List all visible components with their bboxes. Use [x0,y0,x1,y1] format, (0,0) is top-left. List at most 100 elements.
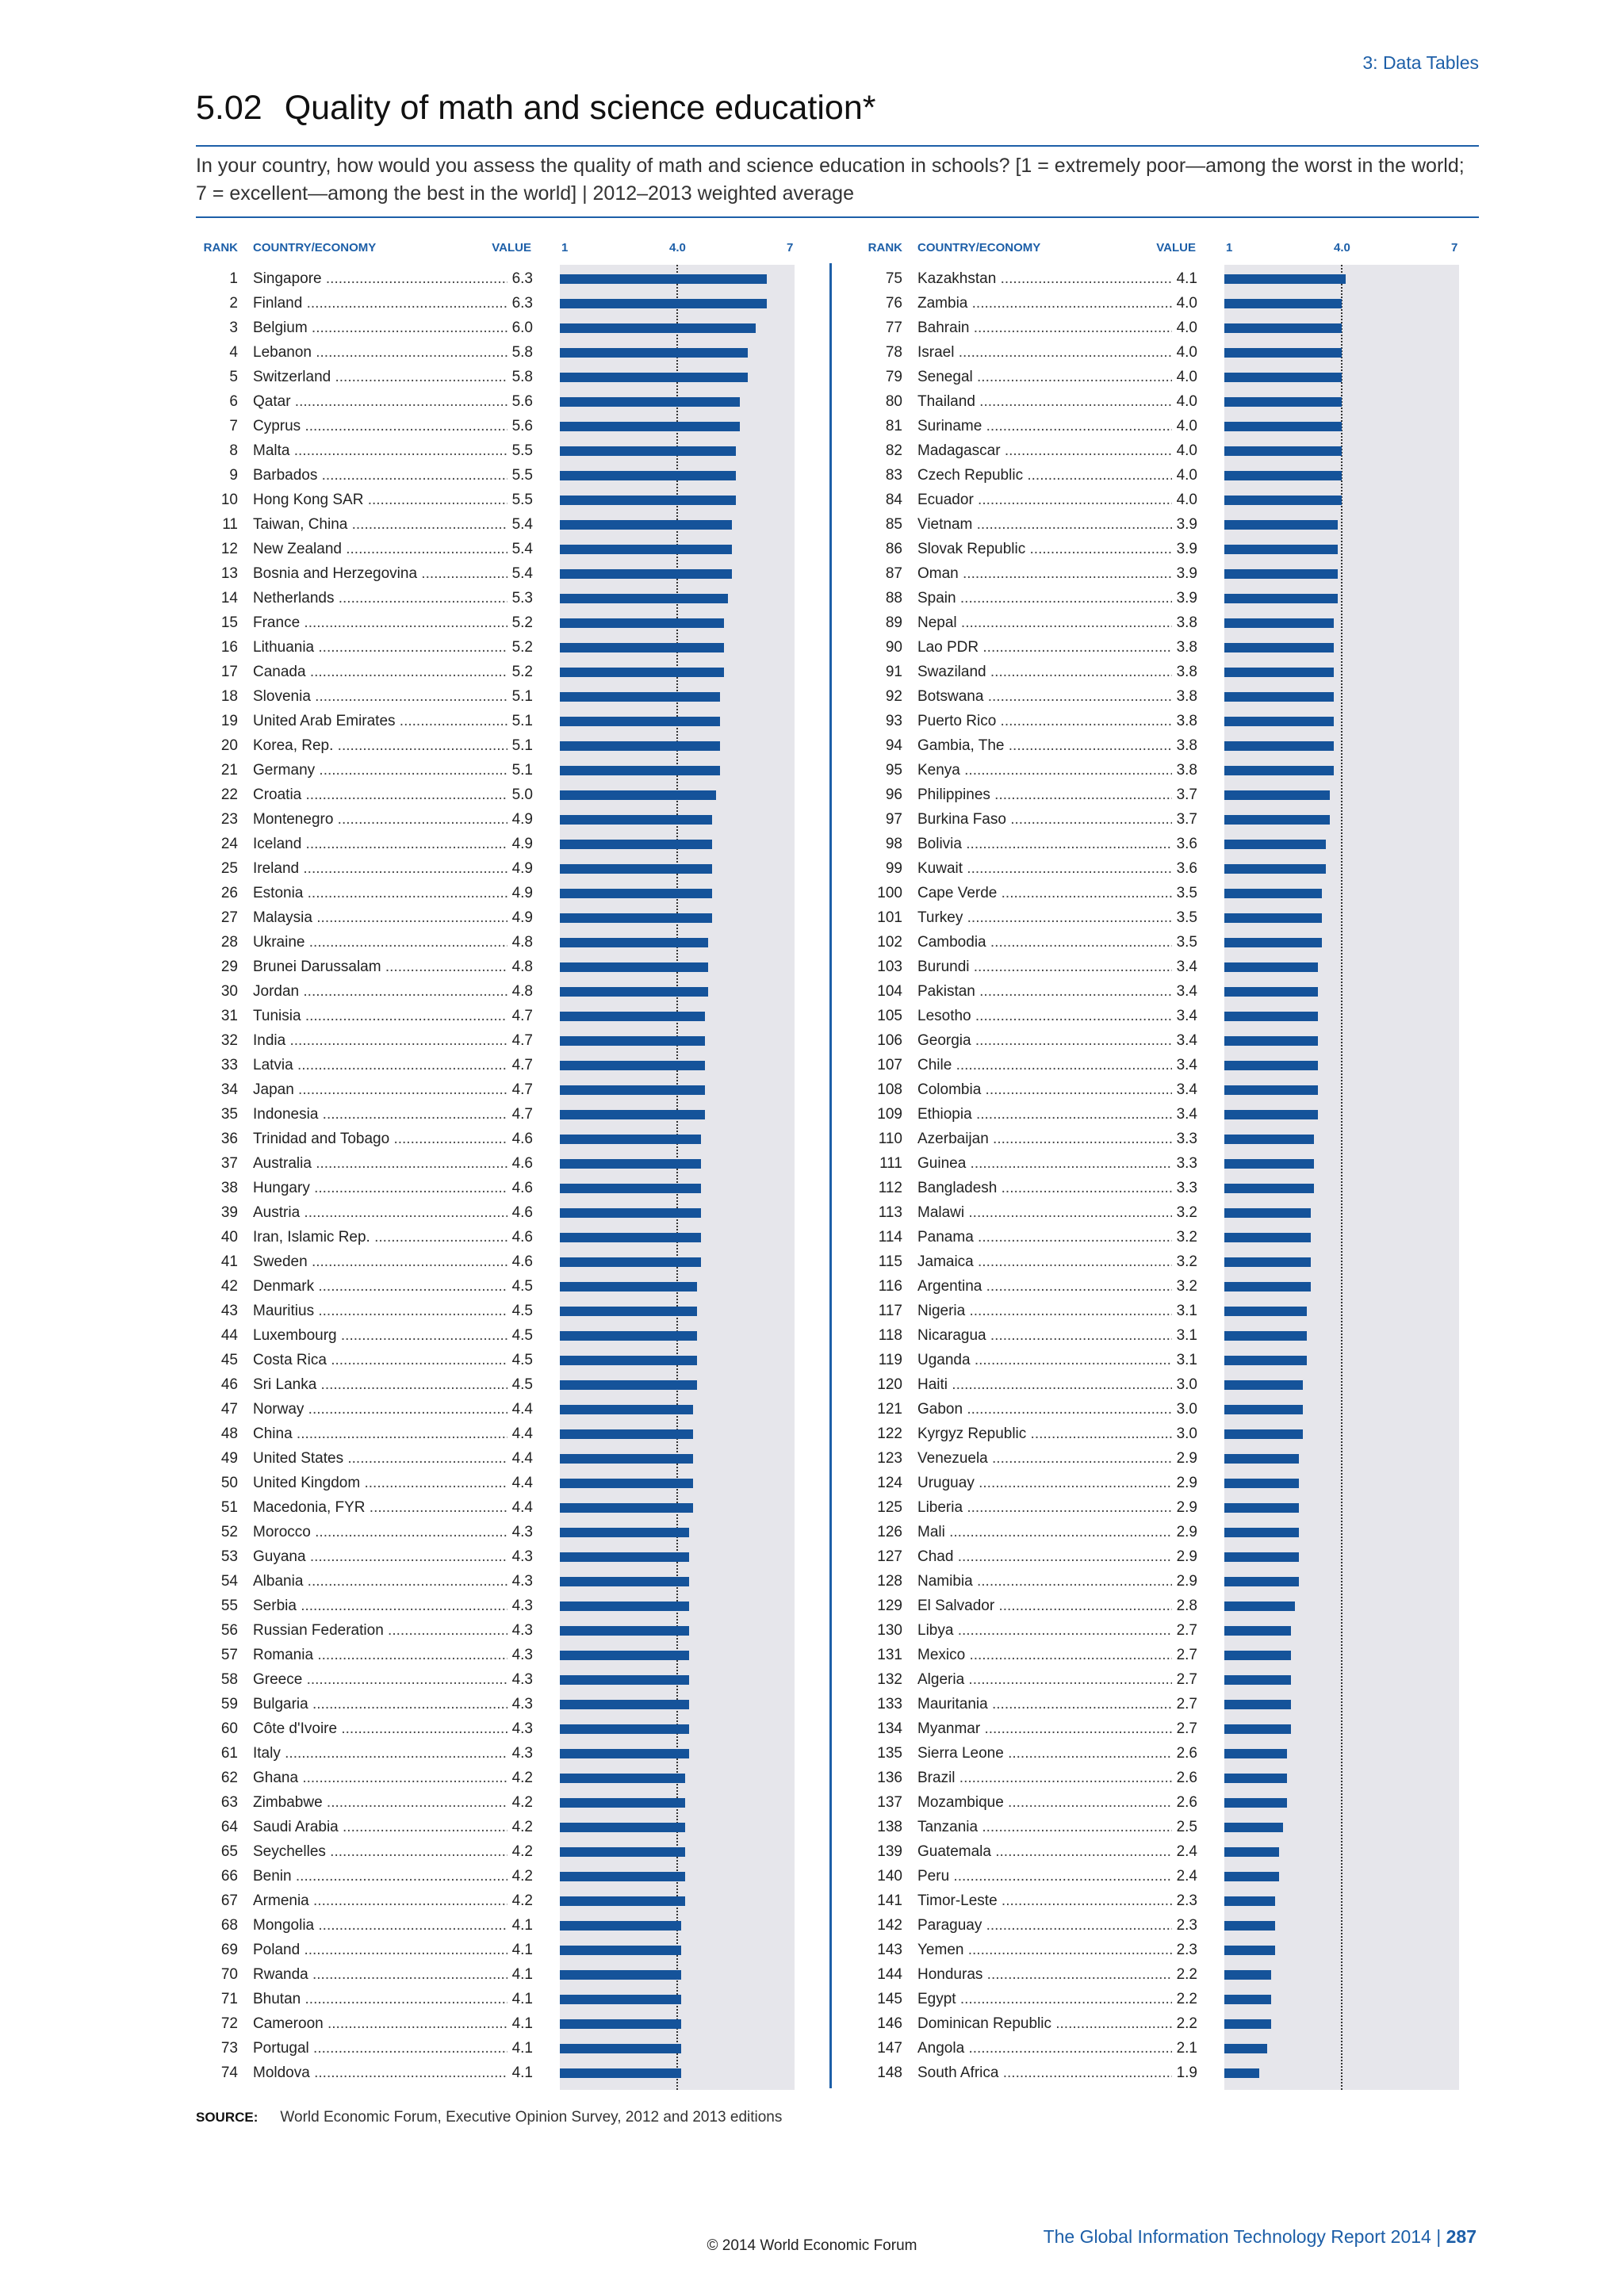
data-bar [560,422,740,431]
rank-cell: 18 [220,688,238,705]
page-number: 287 [1446,2226,1477,2247]
value-label: 3.2 [1172,1274,1197,1299]
table-row: 120 Haiti3.0 [863,1372,1197,1397]
value-label: 4.5 [508,1372,533,1397]
country-label: Myanmar [917,1716,1173,1741]
rank-cell: 32 [220,1032,238,1049]
rank-cell: 66 [220,1868,238,1885]
country-label: Barbados [253,463,508,488]
value-label: 4.4 [508,1495,533,1520]
value-label: 3.4 [1172,1077,1197,1102]
rank-cell: 110 [878,1131,902,1147]
value-label: 4.3 [508,1716,533,1741]
table-row: 77 Bahrain4.0 [863,316,1197,340]
rank-cell: 4 [229,344,238,361]
country-label: Armenia [253,1888,508,1913]
data-bar [1224,1995,1272,2004]
data-bar [1224,962,1319,972]
table-row: 76 Zambia4.0 [863,291,1197,316]
value-label: 4.6 [508,1200,533,1225]
table-row: 65 Seychelles4.2 [198,1839,533,1864]
value-label: 4.1 [508,2011,533,2036]
rank-cell: 91 [885,664,902,680]
data-bar [560,569,733,579]
value-label: 3.6 [1172,856,1197,881]
value-label: 3.0 [1172,1372,1197,1397]
rank-cell: 38 [220,1180,238,1196]
rank-cell: 116 [878,1278,902,1295]
data-bar [560,766,721,775]
value-label: 5.2 [508,635,533,660]
value-label: 2.7 [1172,1692,1197,1716]
rank-cell: 145 [877,1991,902,2007]
value-label: 3.9 [1172,586,1197,610]
value-label: 3.3 [1172,1127,1197,1151]
data-bar [560,889,713,898]
table-row: 69 Poland4.1 [198,1938,533,1962]
value-label: 6.3 [508,291,533,316]
rank-cell: 100 [877,885,902,901]
survey-question: In your country, how would you assess th… [196,155,1465,205]
data-bar [1224,569,1339,579]
rank-cell: 112 [878,1180,902,1196]
value-label: 4.0 [1172,438,1197,463]
source-text: World Economic Forum, Executive Opinion … [280,2109,783,2126]
country-label: Azerbaijan [917,1127,1173,1151]
table-row: 14 Netherlands5.3 [198,586,533,610]
section-label: 3: Data Tables [1362,52,1479,73]
rank-cell: 72 [220,2015,238,2032]
table-row: 102 Cambodia3.5 [863,930,1197,955]
rank-cell: 109 [877,1106,902,1123]
country-label: Venezuela [917,1446,1173,1471]
rank-cell: 71 [220,1991,238,2007]
table-row: 119 Uganda3.1 [863,1348,1197,1372]
data-bar [1224,913,1323,923]
country-label: Australia [253,1151,508,1176]
table-number: 5.02 [196,89,262,127]
rank-cell: 87 [885,565,902,582]
country-label: Ireland [253,856,508,881]
value-label: 5.3 [508,586,533,610]
country-label: Ethiopia [917,1102,1173,1127]
rank-cell: 85 [885,516,902,533]
country-label: Estonia [253,881,508,905]
value-label: 4.6 [508,1127,533,1151]
value-label: 4.0 [1172,365,1197,389]
country-label: New Zealand [253,537,508,561]
table-row: 22 Croatia5.0 [198,783,533,807]
rank-cell: 65 [220,1843,238,1860]
country-label: Morocco [253,1520,508,1544]
data-bar [560,1724,689,1734]
rank-cell: 136 [877,1770,902,1786]
data-bar [1224,618,1335,628]
value-label: 4.1 [508,2036,533,2061]
rank-cell: 47 [220,1401,238,1418]
country-label: Libya [917,1618,1173,1643]
rank-cell: 82 [885,442,902,459]
country-label: Japan [253,1077,508,1102]
rank-cell: 1 [229,270,238,287]
table-row: 55 Serbia4.3 [198,1594,533,1618]
table-row: 95 Kenya3.8 [863,758,1197,783]
country-label: Slovak Republic [917,537,1173,561]
table-row: 122 Kyrgyz Republic3.0 [863,1422,1197,1446]
table-row: 54 Albania4.3 [198,1569,533,1594]
rank-cell: 138 [877,1819,902,1835]
value-label: 4.3 [508,1618,533,1643]
value-label: 3.1 [1172,1299,1197,1323]
data-bar [1224,1577,1299,1586]
value-label: 1.9 [1172,2061,1197,2085]
value-label: 5.1 [508,709,533,733]
value-label: 4.6 [508,1225,533,1249]
country-label: India [253,1028,508,1053]
footer-separator: | [1436,2226,1442,2247]
data-bar [1224,1159,1315,1169]
rank-cell: 107 [877,1057,902,1073]
header-rule [196,216,1479,218]
data-bar [1224,1970,1272,1980]
table-row: 46 Sri Lanka4.5 [198,1372,533,1397]
rank-cell: 16 [220,639,238,656]
rank-cell: 148 [877,2064,902,2081]
data-bar [1224,348,1342,358]
table-row: 45 Costa Rica4.5 [198,1348,533,1372]
